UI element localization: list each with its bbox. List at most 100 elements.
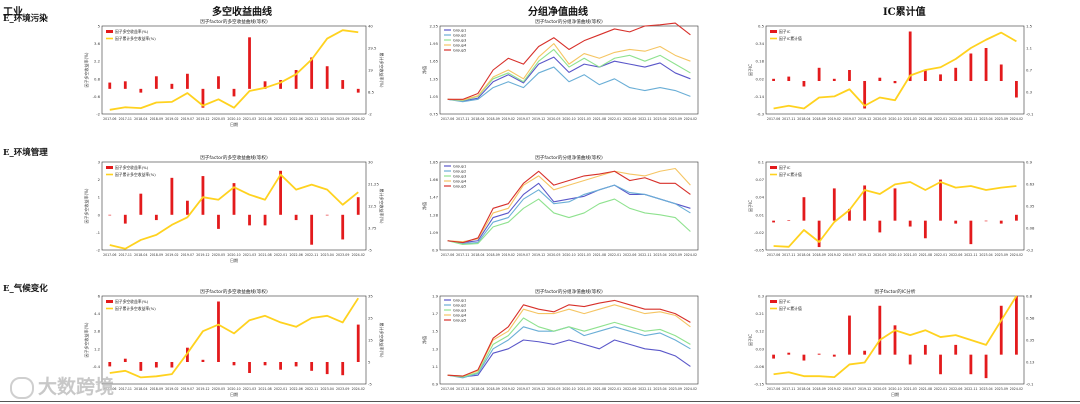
- y-tick-label: 0.9: [432, 248, 439, 253]
- bar: [123, 81, 127, 89]
- bar: [954, 67, 958, 81]
- y-tick-label: 1.3: [432, 346, 439, 351]
- y-tick-label: 1.85: [430, 160, 439, 165]
- x-tick-label: 2021-03: [578, 117, 591, 121]
- group-chart-management: 因子factor的分组净值曲线(等权) 0.9 1.09 1.28 1.47 1.66 1.…: [421, 154, 699, 257]
- x-tick-label: 2020-05: [547, 387, 560, 391]
- y-tick-label: 1.09: [430, 230, 439, 235]
- x-tick-label: 2021-03: [243, 387, 256, 391]
- chart-title: 因子factor的多空收益曲线(等权): [200, 18, 268, 25]
- plot-frame: [765, 295, 1025, 385]
- x-tick-label: 2021-03: [904, 387, 917, 391]
- x-tick-label: 2018-04: [797, 387, 810, 391]
- bar: [984, 220, 988, 222]
- y-tick-label: -0.4: [93, 364, 101, 369]
- y-tick-label: 1.66: [430, 177, 439, 182]
- x-tick-label: 2023-09: [669, 387, 682, 391]
- bar: [863, 350, 867, 355]
- x-tick-label: 2022-06: [949, 387, 962, 391]
- y2-tick-label: 40: [368, 24, 373, 29]
- series-line-group2: [447, 326, 691, 379]
- longshort-chart-climate: 因子factor的多空收益曲线(等权) -2 -0.4 1.2 2.8 4.4 6 2017-…: [83, 288, 385, 397]
- group-chart-climate: 因子factor的分组净值曲线(等权) 0.9 1.1 1.3 1.5 1.7 1.9 201…: [421, 288, 699, 391]
- x-tick-label: 2019-02: [502, 117, 515, 121]
- x-tick-label: 2020-10: [562, 253, 575, 257]
- series-line-group4: [447, 43, 691, 101]
- bar: [939, 74, 942, 81]
- x-axis-label: 日期: [891, 391, 899, 397]
- x-tick-label: 2019-02: [165, 253, 178, 257]
- bar: [848, 70, 851, 81]
- x-tick-label: 2020-10: [888, 117, 901, 121]
- x-tick-label: 2018-04: [134, 117, 147, 121]
- bar: [217, 76, 220, 89]
- x-tick-label: 2017-06: [767, 253, 780, 257]
- legend-label-cumulative: 因子累计多空收益率(%): [115, 36, 156, 41]
- y-tick-label: -2: [96, 112, 100, 117]
- bar: [232, 88, 236, 97]
- y-tick-label: 1.95: [430, 41, 439, 46]
- bar: [999, 64, 1003, 81]
- x-tick-label: 2022-06: [949, 253, 962, 257]
- cumulative-line: [109, 29, 359, 111]
- y2-tick-label: -0.2: [1026, 248, 1034, 253]
- x-tick-label: 2020-10: [888, 387, 901, 391]
- bar: [893, 81, 897, 84]
- bar: [802, 354, 806, 361]
- bar: [984, 48, 988, 81]
- bar: [325, 214, 329, 216]
- x-tick-label: 2024-02: [352, 387, 365, 391]
- x-tick-label: 2020-10: [562, 117, 575, 121]
- bottom-rule: [0, 401, 1080, 402]
- bar: [325, 362, 329, 375]
- x-tick-label: 2017-11: [782, 117, 795, 121]
- x-tick-label: 2022-06: [289, 387, 302, 391]
- y-tick-label: 5: [98, 24, 101, 29]
- x-tick-label: 2019-07: [181, 253, 194, 257]
- x-tick-label: 2017-06: [441, 387, 454, 391]
- bar: [969, 354, 973, 375]
- y-tick-label: 0.1: [758, 160, 765, 165]
- legend-label-bar: 因子多空收益率(%): [115, 165, 149, 170]
- cumulative-line: [773, 31, 1017, 110]
- x-tick-label: 2019-07: [517, 117, 530, 121]
- x-tick-label: 2018-04: [471, 117, 484, 121]
- bar: [139, 88, 143, 93]
- y-tick-label: -2: [96, 248, 100, 253]
- x-tick-label: 2018-04: [134, 253, 147, 257]
- y-tick-label: 2.25: [430, 24, 439, 29]
- y2-tick-label: 0.08: [1026, 226, 1035, 231]
- bar: [832, 188, 836, 221]
- ic-column-header: IC累计值: [883, 7, 926, 18]
- x-tick-label: 2023-04: [653, 117, 666, 121]
- legend-label-bar: 因子多空收益率(%): [115, 299, 149, 304]
- bar: [341, 80, 345, 89]
- y-tick-label: 2.8: [94, 329, 101, 334]
- row-label-climate: E_气候变化: [3, 284, 48, 294]
- cumulative-line: [109, 297, 359, 379]
- y2-tick-label: 1.5: [1026, 24, 1033, 29]
- x-tick-label: 2019-12: [196, 387, 209, 391]
- bar: [954, 220, 958, 224]
- chart-title: 因子factor的多空收益曲线(等权): [200, 288, 268, 295]
- x-tick-label: 2023-04: [979, 253, 992, 257]
- bar: [893, 188, 897, 221]
- y2-axis-label: 累计多空收益率(%): [379, 189, 385, 224]
- bar: [186, 200, 189, 215]
- bar: [817, 220, 821, 248]
- bar: [878, 305, 882, 355]
- y-tick-label: 0.3: [758, 294, 765, 299]
- y-axis-label: 因子IC: [747, 200, 753, 212]
- x-tick-label: 2021-08: [593, 253, 606, 257]
- bar: [139, 193, 143, 215]
- x-tick-label: 2019-12: [532, 253, 545, 257]
- cumulative-line: [773, 181, 1017, 248]
- legend-label-group1: Group1: [453, 299, 466, 303]
- x-tick-label: 2017-11: [119, 117, 132, 121]
- bar: [356, 324, 360, 362]
- bar: [294, 70, 298, 89]
- x-tick-label: 2019-12: [858, 117, 871, 121]
- x-tick-label: 2018-09: [150, 117, 163, 121]
